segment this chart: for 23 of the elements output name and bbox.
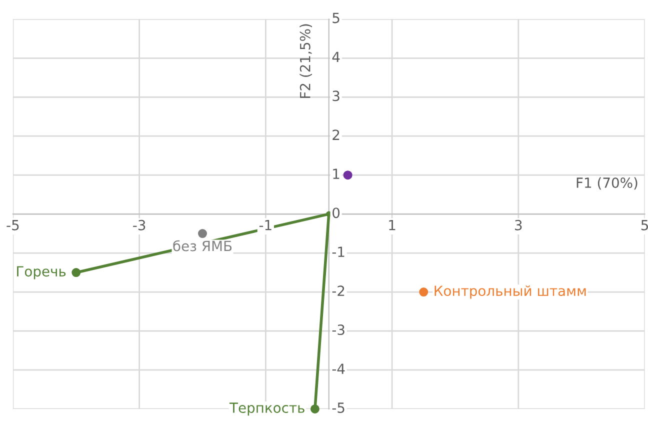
y-tick-label: -4 (332, 364, 345, 374)
series-label: Терпкость (229, 402, 304, 416)
x-tick-label: -1 (259, 220, 272, 230)
x-axis-title: F1 (70%) (576, 177, 638, 190)
series-label: без ЯМБ (173, 240, 232, 252)
y-tick-label: 2 (332, 130, 340, 140)
y-axis-title: F2 (21,5%) (300, 24, 312, 98)
y-tick-label: 1 (333, 168, 340, 179)
y-tick-label: 4 (332, 52, 340, 62)
y-tick-label: -3 (332, 324, 344, 336)
series-label: Контрольный штамм (434, 285, 586, 299)
y-tick-label: -1 (332, 246, 344, 257)
y-tick-label: -5 (332, 402, 344, 413)
x-tick-label: -3 (133, 220, 146, 230)
y-tick-label: -2 (332, 286, 344, 296)
x-tick-label: 5 (641, 220, 648, 230)
series-label: Горечь (17, 266, 66, 280)
y-tick-label: 5 (332, 12, 340, 24)
x-tick-label: -5 (6, 220, 19, 230)
x-tick-label: 1 (389, 220, 396, 230)
x-tick-label: 3 (515, 220, 522, 230)
y-tick-label: 3 (332, 90, 340, 102)
y-tick-label: 0 (332, 208, 340, 218)
